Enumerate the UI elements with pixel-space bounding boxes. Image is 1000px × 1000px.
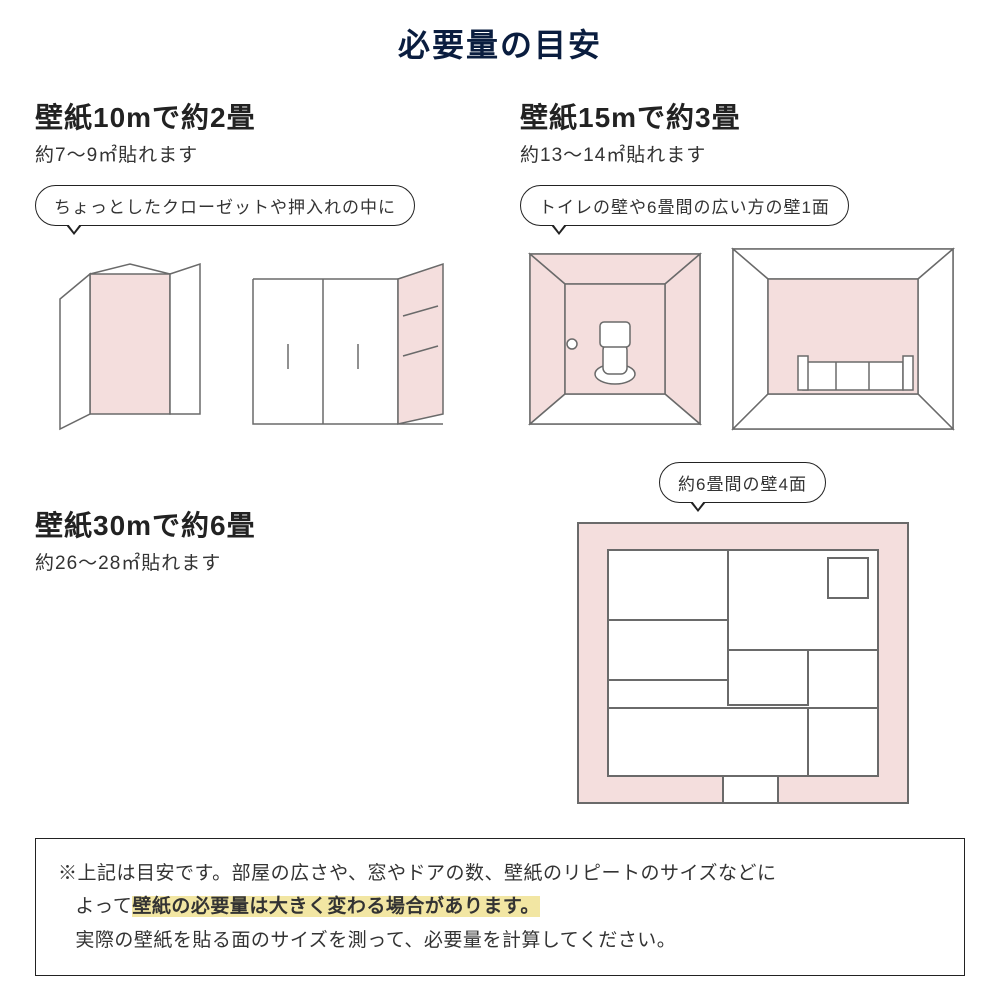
section-30m-illustration: 約6畳間の壁4面 [520, 444, 965, 808]
section-heading: 壁紙10mで約2畳 [35, 96, 480, 136]
note-line-2: よって壁紙の必要量は大きく変わる場合があります。 [58, 890, 942, 923]
toilet-room-icon [520, 244, 710, 434]
note-line-2a: よって [75, 896, 132, 917]
bubble-caption: ちょっとしたクローゼットや押入れの中に [35, 185, 415, 226]
note-line-3: 実際の壁紙を貼る面のサイズを測って、必要量を計算してください。 [58, 924, 942, 957]
note-line-3-text: 実際の壁紙を貼る面のサイズを測って、必要量を計算してください。 [75, 930, 676, 951]
note-highlight: 壁紙の必要量は大きく変わる場合があります。 [132, 896, 540, 917]
content-grid: 壁紙10mで約2畳 約7〜9㎡貼れます ちょっとしたクローゼットや押入れの中に [35, 96, 965, 808]
illustration-row [35, 244, 480, 434]
section-sub: 約7〜9㎡貼れます [35, 140, 480, 167]
note-box: ※上記は目安です。部屋の広さや、窓やドアの数、壁紙のリピートのサイズなどに よっ… [35, 838, 965, 976]
closet-sliding-icon [243, 244, 453, 434]
section-10m: 壁紙10mで約2畳 約7〜9㎡貼れます ちょっとしたクローゼットや押入れの中に [35, 96, 480, 434]
section-30m: 壁紙30mで約6畳 約26〜28㎡貼れます [35, 504, 480, 808]
section-sub: 約13〜14㎡貼れます [520, 140, 965, 167]
section-heading: 壁紙15mで約3畳 [520, 96, 965, 136]
illustration-row [520, 244, 965, 434]
section-heading: 壁紙30mで約6畳 [35, 504, 480, 544]
section-sub: 約26〜28㎡貼れます [35, 548, 480, 575]
note-line-1: ※上記は目安です。部屋の広さや、窓やドアの数、壁紙のリピートのサイズなどに [58, 857, 942, 890]
room-topdown-icon [573, 518, 913, 808]
section-15m: 壁紙15mで約3畳 約13〜14㎡貼れます トイレの壁や6畳間の広い方の壁1面 [520, 96, 965, 434]
closet-open-icon [35, 244, 225, 434]
page-title: 必要量の目安 [35, 20, 965, 66]
bubble-caption: 約6畳間の壁4面 [659, 462, 826, 503]
bubble-caption: トイレの壁や6畳間の広い方の壁1面 [520, 185, 849, 226]
living-wall-icon [728, 244, 958, 434]
